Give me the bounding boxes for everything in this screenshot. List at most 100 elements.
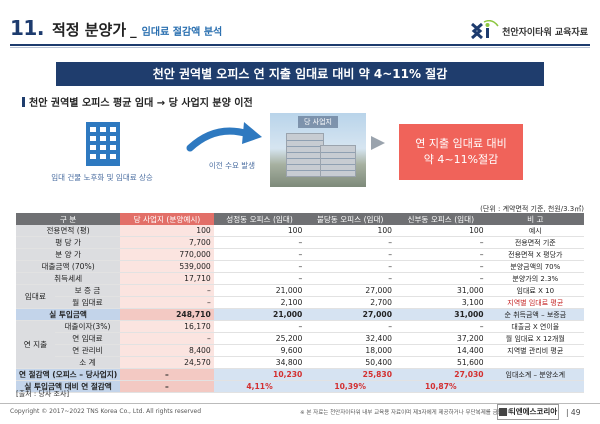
cell-sinbu: – <box>394 272 487 286</box>
expense-group-label: 연 지출 <box>16 320 55 370</box>
row-label: 연 임대료 <box>54 332 121 346</box>
row-label: 취득세세 <box>16 272 121 286</box>
brand-mark-icon <box>498 408 507 416</box>
cell-buldang: 25,830 <box>305 368 395 382</box>
cell-site: 539,000 <box>120 260 214 274</box>
cell-seongjeong: 10,230 <box>213 368 306 382</box>
cell-sinbu: 27,030 <box>394 368 487 382</box>
cell-buldang: 32,400 <box>305 332 395 346</box>
lease-group-label: 임대료 <box>16 284 55 310</box>
disclaimer-text: ※ 본 자료는 천안자이타워 내부 교육용 자료이며 제3자에게 제공하거나 무… <box>300 410 515 416</box>
cell-note: 임대소계 – 분양소계 <box>486 368 584 382</box>
header-buldang: 불당동 오피스 (임대) <box>305 213 395 225</box>
cell-buldang: 18,000 <box>305 344 395 358</box>
section-separator: _ <box>130 24 137 39</box>
cell-seongjeong: – <box>213 248 306 262</box>
row-label: 보 증 금 <box>54 284 121 298</box>
header-note: 비 고 <box>486 213 584 225</box>
cell-sinbu: 14,400 <box>394 344 487 358</box>
table-row: 평 당 가 7,700– – – 전용면적 기준 <box>16 236 584 250</box>
site-photo: 당 사업지 <box>270 113 366 187</box>
cell-buldang: – <box>305 236 395 250</box>
cell-site: 770,000 <box>120 248 214 262</box>
cell-sinbu: 51,600 <box>394 356 487 370</box>
row-label: 평 당 가 <box>16 236 121 250</box>
cell-site: 8,400 <box>120 344 214 358</box>
cell-note <box>486 356 584 370</box>
cell-sinbu: – <box>394 236 487 250</box>
row-label: 실 투입금액 대비 연 절감액 <box>16 380 121 394</box>
cell-seongjeong: 4,11% <box>213 380 306 394</box>
cell-site: – <box>120 284 214 298</box>
table-row: 분 양 가 770,000– – – 전용면적 X 평당가 <box>16 248 584 262</box>
ratio-row: 실 투입금액 대비 연 절감액 – 4,11% 10,39% 10,87% <box>16 380 584 394</box>
table-row: 연 지출 대출이자(3%) 16,170 – – – 대출금 X 연이율 <box>16 320 584 370</box>
cell-note: 임대료 X 10 <box>486 284 584 298</box>
cell-note: 지역별 임대료 평균 <box>486 296 584 310</box>
cell-buldang: 27,000 <box>305 284 395 298</box>
cell-buldang: – <box>305 320 395 334</box>
cell-seongjeong: 100 <box>213 225 306 238</box>
row-label: 연 관리비 <box>54 344 121 358</box>
table-row: 전용면적 (평) 100 100 100 100 예시 <box>16 225 584 238</box>
cell-seongjeong: 25,200 <box>213 332 306 346</box>
cell-note: 전용면적 X 평당가 <box>486 248 584 262</box>
row-label: 분 양 가 <box>16 248 121 262</box>
cell-buldang: 27,000 <box>305 308 395 322</box>
cell-buldang: 2,700 <box>305 296 395 310</box>
cell-sinbu: – <box>394 260 487 274</box>
cell-buldang: – <box>305 260 395 274</box>
cell-seongjeong: – <box>213 236 306 250</box>
saving-row: 연 절감액 (오피스 – 당사업지) – 10,230 25,830 27,03… <box>16 368 584 382</box>
right-triangle-icon <box>371 136 385 150</box>
cell-note: 월 임대료 X 12개월 <box>486 332 584 346</box>
brand-logo: 천안자이타워 교육자료 <box>470 20 588 42</box>
building-caption: 임대 건물 노후화 및 임대료 상승 <box>51 173 153 182</box>
cell-site: 248,710 <box>120 308 214 322</box>
saving-result-box: 연 지출 임대료 대비 약 4~11%절감 <box>399 124 523 180</box>
footer-divider <box>0 403 600 404</box>
cell-seongjeong: 21,000 <box>213 308 306 322</box>
invest-row: 실 투입금액 248,710 21,000 27,000 31,000 순 취득… <box>16 308 584 322</box>
cell-note: 대출금 X 연이율 <box>486 320 584 334</box>
summary-banner: 천안 권역별 오피스 연 지출 임대료 대비 약 4~11% 절감 <box>56 62 544 86</box>
table-row: 임대료 보 증 금 – 21,000 27,000 31,000 임대료 X 1… <box>16 284 584 310</box>
section-heading: 11. 적정 분양가 _ 임대료 절감액 분석 <box>10 16 222 40</box>
cell-seongjeong: 21,000 <box>213 284 306 298</box>
cell-sinbu: 31,000 <box>394 284 487 298</box>
cell-seongjeong: 2,100 <box>213 296 306 310</box>
result-line-2: 약 4~11%절감 <box>423 153 499 166</box>
cell-note: 순 취득금액 – 보증금 <box>486 308 584 322</box>
cell-sinbu: – <box>394 248 487 262</box>
section-number: 11. <box>10 16 44 40</box>
table-row: 연 관리비 8,400 9,600 18,000 14,400 지역별 관리비 … <box>16 344 584 358</box>
row-label: 실 투입금액 <box>16 308 121 322</box>
table-row: 연 임대료 – 25,200 32,400 37,200 월 임대료 X 12개… <box>16 332 584 346</box>
cell-site: 17,710 <box>120 272 214 286</box>
cell-seongjeong: 34,800 <box>213 356 306 370</box>
row-label: 전용면적 (평) <box>16 225 121 238</box>
photo-label: 당 사업지 <box>298 116 338 128</box>
header-sinbu: 신부동 오피스 (임대) <box>394 213 487 225</box>
curved-arrow-icon <box>186 122 262 152</box>
office-building-icon <box>86 122 120 166</box>
row-label: 연 절감액 (오피스 – 당사업지) <box>16 368 121 382</box>
annex-shape <box>320 145 356 177</box>
xi-logo-icon <box>471 20 499 40</box>
cell-site: – <box>120 380 214 394</box>
cell-note: 전용면적 기준 <box>486 236 584 250</box>
subheading: 천안 권역별 오피스 평균 임대 → 당 사업지 분양 이전 <box>22 94 253 109</box>
cell-site: 16,170 <box>120 320 214 334</box>
header-divider <box>10 44 590 46</box>
cell-site: – <box>120 368 214 382</box>
page-header: 11. 적정 분양가 _ 임대료 절감액 분석 천안자이타워 교육자료 <box>0 0 600 52</box>
cell-sinbu: 100 <box>394 225 487 238</box>
cell-site: – <box>120 332 214 346</box>
page-number-value: 49 <box>570 408 581 417</box>
subheading-text: 천안 권역별 오피스 평균 임대 → 당 사업지 분양 이전 <box>29 98 253 109</box>
table-row: 취득세세 17,710– – – 분양가의 2.3% <box>16 272 584 286</box>
result-line-1: 연 지출 임대료 대비 <box>415 137 507 150</box>
cell-buldang: 50,400 <box>305 356 395 370</box>
cell-note: 지역별 관리비 평균 <box>486 344 584 358</box>
cell-sinbu: 37,200 <box>394 332 487 346</box>
